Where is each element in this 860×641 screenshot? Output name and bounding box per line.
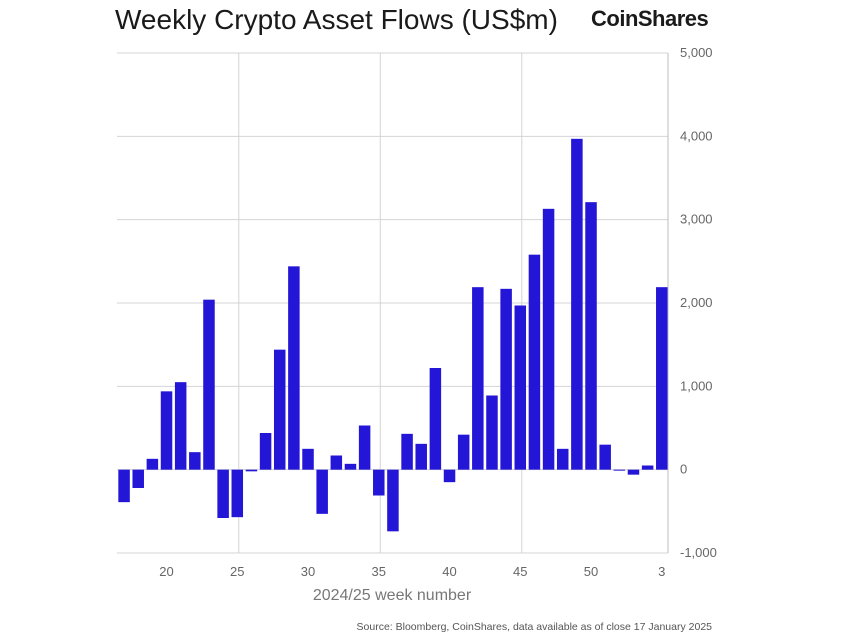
bar-week-48: [556, 448, 569, 470]
bar-week-1: [627, 469, 640, 475]
x-tick-label: 45: [513, 564, 527, 579]
y-tick-label: -1,000: [680, 545, 717, 560]
bar-week-52: [613, 469, 626, 471]
bar-week-33: [344, 463, 357, 470]
bar-week-31: [316, 469, 328, 514]
bar-week-44: [500, 288, 512, 470]
bar-week-42: [472, 287, 484, 470]
brand-logo: CoinShares: [591, 6, 709, 31]
bar-week-32: [330, 455, 343, 470]
bar-week-50: [585, 202, 597, 470]
bar-week-17: [118, 469, 130, 503]
bar-week-45: [514, 305, 527, 470]
bar-week-28: [273, 349, 286, 470]
bar-week-2: [641, 465, 654, 470]
bar-week-30: [302, 448, 314, 470]
bar-week-38: [415, 443, 427, 470]
bar-week-24: [217, 469, 229, 518]
bar-week-34: [358, 425, 371, 470]
y-tick-label: 4,000: [680, 128, 713, 143]
bar-week-26: [245, 469, 258, 472]
bar-week-46: [528, 254, 541, 470]
x-axis-title: 2024/25 week number: [313, 587, 472, 604]
bar-week-35: [373, 469, 385, 496]
bar-week-37: [401, 433, 413, 470]
y-tick-label: 0: [680, 462, 687, 477]
bar-week-41: [457, 434, 470, 470]
bar-week-20: [160, 391, 173, 470]
bar-week-49: [571, 138, 583, 470]
bar-week-43: [486, 395, 498, 470]
bar-week-47: [542, 208, 555, 470]
bar-week-3: [656, 287, 668, 470]
bar-week-39: [429, 368, 442, 470]
bar-week-27: [259, 433, 272, 470]
bar-week-22: [189, 452, 201, 470]
x-tick-label: 3: [658, 564, 665, 579]
x-tick-label: 50: [584, 564, 598, 579]
bar-week-51: [599, 444, 611, 470]
source-note: Source: Bloomberg, CoinShares, data avai…: [356, 621, 712, 633]
bar-week-36: [387, 469, 399, 532]
bar-week-19: [146, 458, 159, 470]
x-tick-label: 20: [159, 564, 173, 579]
bar-week-21: [174, 382, 187, 470]
y-tick-label: 5,000: [680, 45, 713, 60]
bar-week-18: [132, 469, 144, 488]
x-tick-label: 30: [301, 564, 315, 579]
x-tick-label: 25: [230, 564, 244, 579]
bar-week-25: [231, 469, 244, 518]
y-tick-label: 3,000: [680, 212, 713, 227]
bar-week-23: [203, 299, 215, 470]
y-tick-label: 1,000: [680, 378, 713, 393]
bar-week-40: [443, 469, 456, 483]
bar-week-29: [288, 266, 300, 470]
x-tick-label: 35: [372, 564, 386, 579]
y-tick-label: 2,000: [680, 295, 713, 310]
x-tick-label: 40: [442, 564, 456, 579]
chart-title: Weekly Crypto Asset Flows (US$m): [115, 4, 558, 35]
